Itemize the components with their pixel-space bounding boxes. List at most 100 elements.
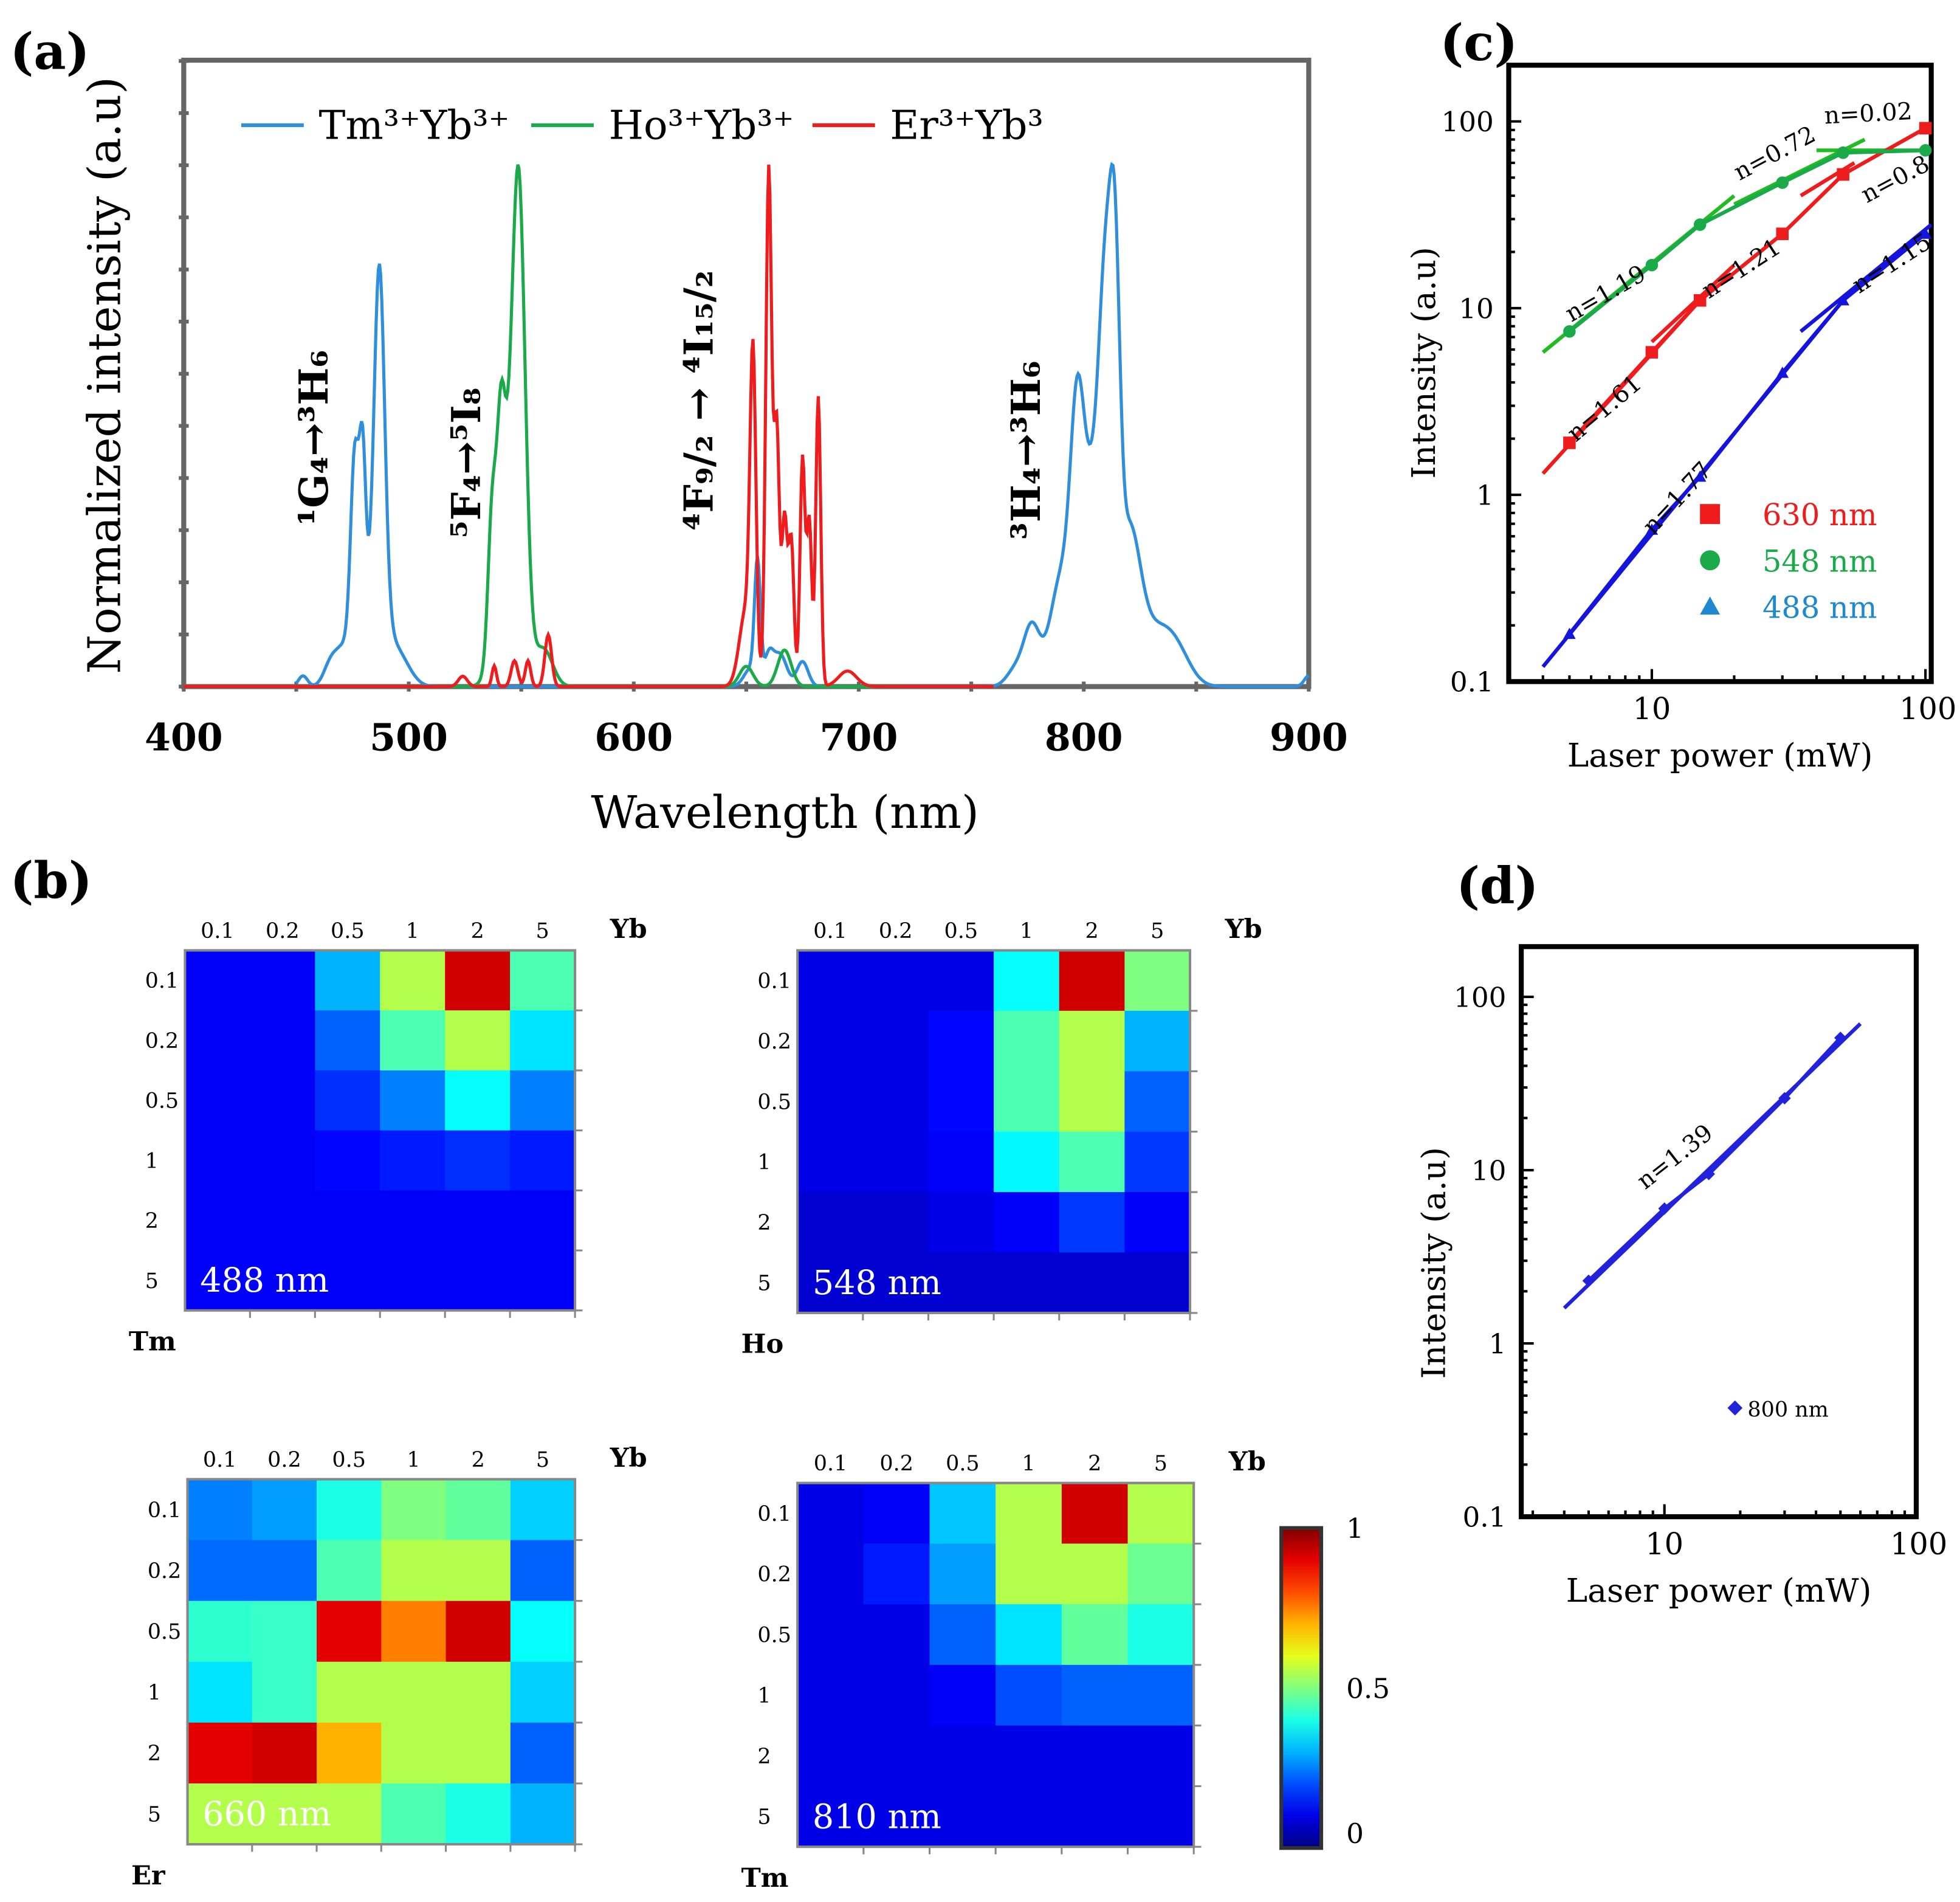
- y-axis-label: Intensity (a.u): [1405, 247, 1443, 478]
- heatmap-cell: [928, 950, 995, 1011]
- legend-marker: [1727, 1400, 1743, 1416]
- heatmap-cell: [252, 1479, 318, 1541]
- data-point: [1693, 470, 1707, 482]
- heatmap-cell: [994, 1131, 1060, 1193]
- heatmap-cell: [252, 1722, 318, 1784]
- heatmap-cell: [445, 1010, 511, 1071]
- row-axis-label: Tm: [741, 1862, 789, 1893]
- fit-slope-label: n=0.02: [1824, 98, 1913, 130]
- y-tick-label: 1: [1489, 1328, 1507, 1360]
- heatmap-cell: [1061, 1543, 1129, 1605]
- heatmap-cell: [797, 1010, 864, 1072]
- heatmap-cell: [185, 1130, 251, 1191]
- heatmap-cell: [445, 1190, 511, 1252]
- heatmap-cell: [929, 1483, 997, 1545]
- heatmap-cell: [250, 1130, 316, 1191]
- y-tick-label: 0.1: [1462, 1501, 1506, 1534]
- heatmap-cell: [250, 1010, 316, 1071]
- heatmap-cell: [510, 1540, 576, 1602]
- col-tick-label: 5: [1150, 919, 1164, 943]
- heatmap-cell: [1059, 950, 1126, 1011]
- heatmap-cell: [862, 1071, 929, 1132]
- heatmap-cell: [380, 950, 446, 1011]
- col-tick-label: 0.5: [944, 919, 978, 943]
- col-tick-label: 0.1: [813, 919, 847, 943]
- heatmap-cell: [315, 1010, 381, 1071]
- heatmap-cell: [929, 1664, 997, 1726]
- heatmap-cell: [510, 1190, 576, 1252]
- row-tick-label: 0.5: [757, 1090, 791, 1114]
- series-line-0: [1568, 126, 1927, 444]
- x-tick-label: 10: [1633, 691, 1671, 726]
- heatmap-cell: [252, 1540, 318, 1602]
- col-tick-label: 5: [1154, 1452, 1167, 1476]
- data-point: [1563, 627, 1576, 639]
- heatmap-cell: [1061, 1483, 1129, 1545]
- row-axis-label: Er: [131, 1860, 166, 1891]
- heatmap-660-nm: 0.1 0.2 0.5 1 2 5 0.1 0.2 0.5 1 2 5 Yb Er 660 nm: [131, 1442, 647, 1891]
- colorbar-tick-label: 0: [1346, 1818, 1364, 1850]
- heatmap-cell: [863, 1725, 930, 1787]
- heatmap-cell: [1061, 1725, 1129, 1787]
- col-axis-label: Yb: [1228, 1446, 1266, 1477]
- heatmap-cell: [862, 1252, 929, 1314]
- heatmap-cell: [928, 1010, 995, 1072]
- col-tick-label: 0.1: [201, 919, 235, 943]
- heatmap-cell: [928, 1252, 995, 1314]
- data-point: [1919, 122, 1932, 135]
- x-tick-label: 100: [1890, 1526, 1947, 1562]
- heatmap-cell: [1124, 950, 1191, 1011]
- heatmap-cell: [928, 1071, 995, 1132]
- heatmap-cell: [797, 1483, 864, 1545]
- data-point: [1776, 367, 1789, 378]
- heatmap-cell: [315, 1070, 381, 1131]
- data-point: [1837, 146, 1849, 159]
- heatmap-cell: [445, 1250, 511, 1311]
- heatmap-cell: [862, 1131, 929, 1193]
- heatmap-548-nm: 0.1 0.2 0.5 1 2 5 0.1 0.2 0.5 1 2 5 Yb Ho 548 nm: [741, 914, 1262, 1360]
- series-line-0: [1587, 1036, 1842, 1283]
- legend-label: Tm³⁺Yb³⁺: [318, 102, 509, 149]
- heatmap-panels: 0.1 0.2 0.5 1 2 5 0.1 0.2 0.5 1 2 5 Yb Tm 488 nm 0.1 0.2…: [129, 914, 1390, 1893]
- heatmap-cell: [250, 1070, 316, 1131]
- x-tick-label: 800: [1045, 715, 1123, 759]
- fit-line: [1799, 223, 1933, 333]
- heatmap-cell: [250, 1190, 316, 1252]
- heatmap-cell: [510, 1661, 576, 1723]
- col-tick-label: 1: [1022, 1452, 1035, 1476]
- heatmap-cell: [317, 1722, 382, 1784]
- fit-slope-label: n=1.19: [1561, 260, 1651, 328]
- heatmap-cell: [797, 1131, 864, 1193]
- heatmap-cell: [863, 1664, 930, 1726]
- col-tick-label: 5: [536, 1448, 549, 1472]
- heatmap-cell: [317, 1601, 382, 1663]
- col-tick-label: 0.1: [814, 1452, 848, 1476]
- heatmap-cell: [797, 1725, 864, 1787]
- legend-label: 800 nm: [1747, 1398, 1828, 1422]
- legend-label: 630 nm: [1762, 497, 1877, 532]
- transition-annotation: ¹G₄→³H₆: [290, 350, 337, 526]
- heatmap-cell: [445, 1601, 511, 1663]
- heatmap-488-nm: 0.1 0.2 0.5 1 2 5 0.1 0.2 0.5 1 2 5 Yb Tm 488 nm: [129, 914, 647, 1357]
- x-tick-label: 100: [1899, 691, 1956, 726]
- heatmap-cell: [928, 1131, 995, 1193]
- data-point: [1919, 227, 1932, 239]
- heatmap-cell: [187, 1661, 253, 1723]
- data-point: [1776, 176, 1789, 189]
- heatmap-cell: [862, 1010, 929, 1072]
- colorbar: [1279, 1526, 1324, 1850]
- fit-slope-label: n=1.39: [1632, 1119, 1718, 1195]
- heatmap-cell: [862, 1192, 929, 1253]
- heatmap-cell: [381, 1661, 447, 1723]
- heatmap-cell: [187, 1601, 253, 1663]
- heatmap-cell: [1127, 1483, 1195, 1545]
- col-tick-label: 1: [1020, 919, 1033, 943]
- row-axis-label: Ho: [741, 1329, 784, 1360]
- heatmap-cell: [510, 1783, 576, 1845]
- heatmap-cell: [797, 950, 864, 1011]
- heatmap-cell: [995, 1604, 1062, 1666]
- row-tick-label: 1: [757, 1151, 771, 1175]
- col-tick-label: 0.2: [879, 1452, 913, 1476]
- heatmap-cell: [797, 1192, 864, 1253]
